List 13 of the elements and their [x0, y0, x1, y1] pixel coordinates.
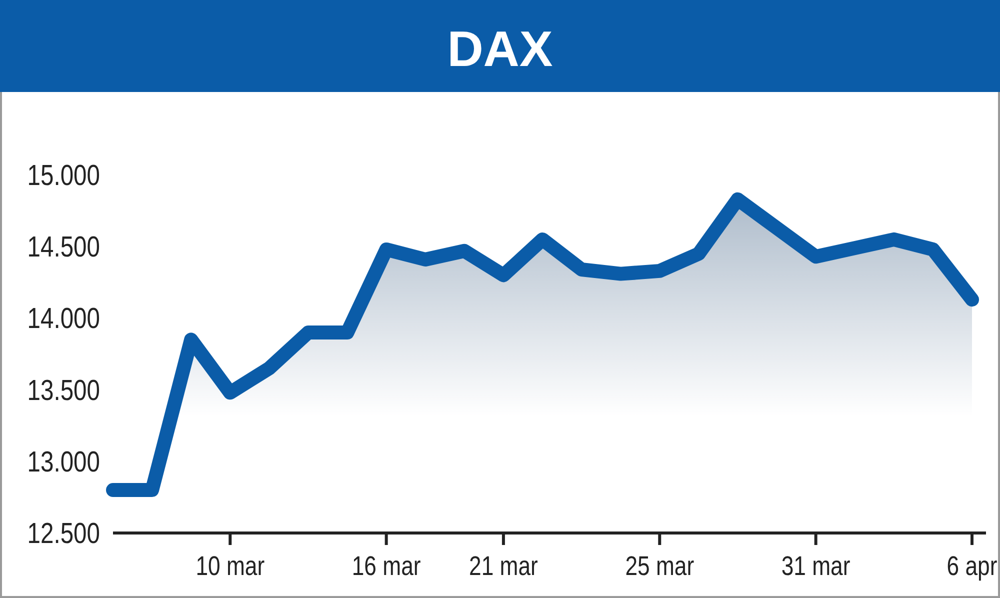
- x-tick-label: 6 apr: [946, 552, 998, 582]
- y-tick-label: 12.500: [27, 516, 100, 550]
- x-tick-label: 10 mar: [196, 552, 265, 582]
- y-tick-label: 13.500: [27, 374, 100, 406]
- y-tick-label: 13.000: [27, 445, 100, 478]
- x-tick-label: 21 mar: [469, 552, 538, 582]
- x-tick-label: 31 mar: [781, 552, 850, 582]
- y-tick-label: 14.000: [27, 302, 100, 335]
- x-tick-label: 25 mar: [625, 552, 694, 582]
- y-tick-label: 14.500: [27, 230, 100, 264]
- y-tick-label: 15.000: [27, 158, 100, 192]
- chart-title: DAX: [447, 21, 553, 77]
- x-tick-label: 16 mar: [352, 552, 421, 582]
